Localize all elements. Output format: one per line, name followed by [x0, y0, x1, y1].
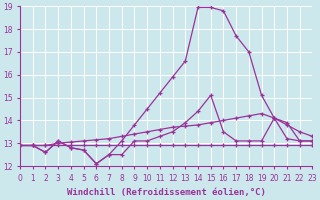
X-axis label: Windchill (Refroidissement éolien,°C): Windchill (Refroidissement éolien,°C) — [67, 188, 266, 197]
